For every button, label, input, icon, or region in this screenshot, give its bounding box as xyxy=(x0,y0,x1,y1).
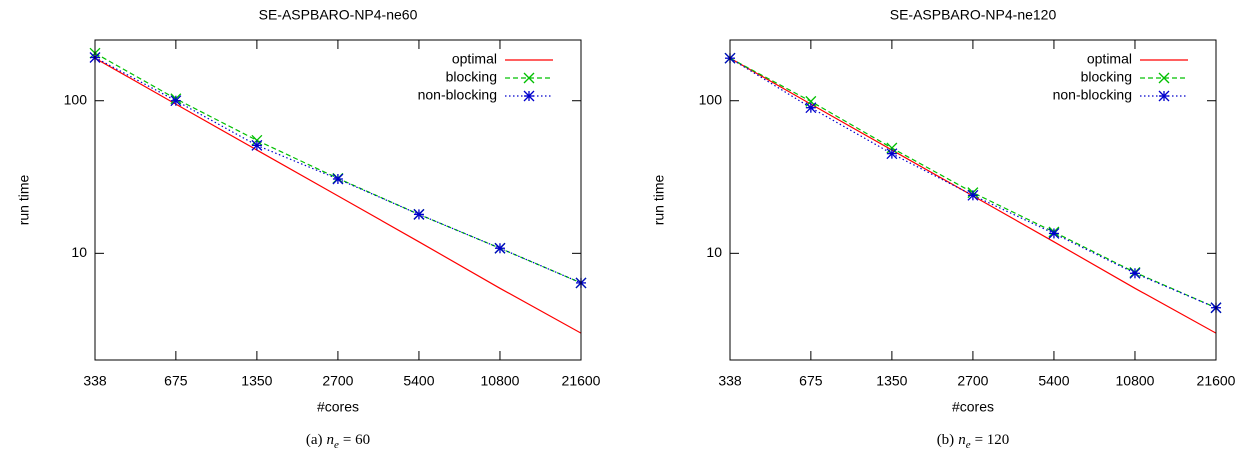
marker xyxy=(886,148,898,160)
caption-var: n xyxy=(958,432,966,448)
x-tick-label: 338 xyxy=(718,373,742,389)
legend-label: optimal xyxy=(1087,51,1132,67)
chart-title: SE-ASPBARO-NP4-ne60 xyxy=(259,7,418,23)
marker xyxy=(1158,72,1170,84)
x-tick-label: 5400 xyxy=(403,373,434,389)
x-axis-label: #cores xyxy=(952,399,994,415)
x-tick-label: 5400 xyxy=(1038,373,1069,389)
series-line xyxy=(730,57,1216,309)
marker xyxy=(1129,267,1141,279)
chart: SE-ASPBARO-NP4-ne120 run time #cores (b) ne =… xyxy=(651,7,1236,451)
caption: (b) ne = 120 xyxy=(937,432,1010,450)
x-tick-label: 21600 xyxy=(1197,373,1236,389)
legend-label: optimal xyxy=(452,51,497,67)
marker-stroke xyxy=(1158,72,1170,84)
marker xyxy=(886,142,898,154)
y-axis-label: run time xyxy=(651,175,667,226)
marker xyxy=(170,95,182,107)
x-tick-label: 338 xyxy=(83,373,107,389)
caption-sub: e xyxy=(334,439,339,451)
marker xyxy=(523,72,535,84)
marker xyxy=(413,208,425,220)
marker xyxy=(805,102,817,114)
y-tick-label: 10 xyxy=(706,244,722,260)
x-tick-label: 675 xyxy=(164,373,188,389)
x-tick-label: 1350 xyxy=(241,373,272,389)
series-line xyxy=(95,57,581,334)
legend-label: blocking xyxy=(446,69,497,85)
marker xyxy=(523,90,535,102)
x-axis-label: #cores xyxy=(317,399,359,415)
x-tick-label: 2700 xyxy=(957,373,988,389)
y-tick-label: 10 xyxy=(71,244,87,260)
marker-stroke xyxy=(523,72,535,84)
marker xyxy=(332,173,344,185)
caption-sub: e xyxy=(966,439,971,451)
x-tick-label: 2700 xyxy=(322,373,353,389)
y-tick-label: 100 xyxy=(699,91,723,107)
marker xyxy=(494,242,506,254)
caption-var: n xyxy=(327,432,335,448)
caption-label: (a) xyxy=(306,432,323,448)
chart: SE-ASPBARO-NP4-ne60 run time #cores (a) ne = … xyxy=(16,7,601,451)
x-tick-label: 1350 xyxy=(876,373,907,389)
chart-title: SE-ASPBARO-NP4-ne120 xyxy=(890,7,1057,23)
marker xyxy=(967,189,979,201)
caption-rest: = 60 xyxy=(343,432,370,448)
x-tick-label: 10800 xyxy=(481,373,520,389)
marker-stroke xyxy=(251,134,263,146)
legend-label: blocking xyxy=(1081,69,1132,85)
y-tick-label: 100 xyxy=(64,91,88,107)
series-line xyxy=(730,57,1216,309)
plot-frame xyxy=(729,39,1217,361)
x-tick-label: 675 xyxy=(799,373,823,389)
series-line xyxy=(95,52,581,284)
caption-label: (b) xyxy=(937,432,955,448)
marker xyxy=(251,134,263,146)
x-tick-label: 10800 xyxy=(1116,373,1155,389)
marker xyxy=(1048,227,1060,239)
legend-label: non-blocking xyxy=(1053,87,1132,103)
caption-rest: = 120 xyxy=(975,432,1010,448)
series-line xyxy=(95,56,581,284)
y-axis-label: run time xyxy=(16,175,32,226)
legend-label: non-blocking xyxy=(418,87,497,103)
x-tick-label: 21600 xyxy=(562,373,601,389)
plot-area xyxy=(95,52,581,334)
marker xyxy=(251,139,263,151)
plot-frame xyxy=(94,39,582,361)
caption: (a) ne = 60 xyxy=(306,432,370,450)
marker-stroke xyxy=(886,142,898,154)
marker xyxy=(1158,90,1170,102)
